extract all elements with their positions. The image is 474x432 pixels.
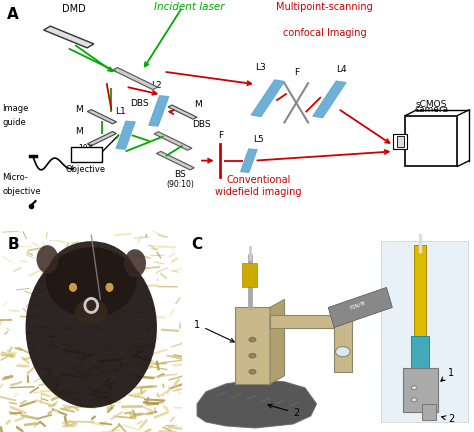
Text: guide: guide xyxy=(2,118,26,127)
Polygon shape xyxy=(149,96,169,126)
Text: L3: L3 xyxy=(255,64,266,73)
Bar xyxy=(393,134,407,149)
Text: Incident laser: Incident laser xyxy=(155,2,225,12)
Text: 1: 1 xyxy=(194,320,234,342)
Text: confocal Imaging: confocal Imaging xyxy=(283,28,366,38)
Text: L4: L4 xyxy=(336,65,346,73)
Polygon shape xyxy=(112,67,158,89)
Bar xyxy=(242,263,257,287)
Text: objective: objective xyxy=(2,187,41,196)
Text: DMD: DMD xyxy=(62,4,85,14)
Text: sCMOS: sCMOS xyxy=(416,101,447,109)
Text: L1: L1 xyxy=(116,108,126,116)
Text: F: F xyxy=(294,68,299,77)
Polygon shape xyxy=(44,26,94,48)
Polygon shape xyxy=(421,404,436,420)
Polygon shape xyxy=(328,287,392,327)
Text: M: M xyxy=(75,105,83,114)
Text: Conventional: Conventional xyxy=(226,175,291,184)
Polygon shape xyxy=(405,116,457,166)
Bar xyxy=(411,336,429,372)
Bar xyxy=(381,241,468,422)
Text: B: B xyxy=(7,237,19,252)
Polygon shape xyxy=(240,149,257,172)
Circle shape xyxy=(68,283,78,292)
Text: C: C xyxy=(191,237,202,252)
Text: camera: camera xyxy=(414,105,448,114)
Text: 2: 2 xyxy=(442,414,454,424)
Text: Multipoint-scanning: Multipoint-scanning xyxy=(276,2,373,12)
Circle shape xyxy=(249,369,256,374)
Text: F: F xyxy=(218,130,223,140)
Bar xyxy=(414,245,426,342)
Bar xyxy=(71,147,102,162)
Text: M: M xyxy=(75,127,83,136)
Polygon shape xyxy=(87,110,117,124)
Polygon shape xyxy=(313,81,346,118)
Circle shape xyxy=(411,386,417,390)
Polygon shape xyxy=(197,380,317,428)
Polygon shape xyxy=(168,105,197,119)
Circle shape xyxy=(249,353,256,358)
Bar xyxy=(402,368,438,412)
Text: 2: 2 xyxy=(268,404,300,418)
Text: M: M xyxy=(194,101,202,109)
Text: 10X: 10X xyxy=(78,144,93,153)
Polygon shape xyxy=(270,299,284,384)
Text: Objective: Objective xyxy=(65,165,105,174)
Circle shape xyxy=(411,398,417,402)
Polygon shape xyxy=(116,121,135,149)
Text: Image: Image xyxy=(2,104,29,113)
Text: (90:10): (90:10) xyxy=(166,180,194,189)
Bar xyxy=(397,136,404,147)
Ellipse shape xyxy=(36,245,58,273)
Text: L2: L2 xyxy=(151,81,162,90)
Text: DBS: DBS xyxy=(130,99,149,108)
Text: 1: 1 xyxy=(441,368,454,381)
Text: widefield imaging: widefield imaging xyxy=(215,187,301,197)
Polygon shape xyxy=(154,132,192,150)
Circle shape xyxy=(336,346,350,357)
Circle shape xyxy=(105,283,114,292)
Text: FON/M: FON/M xyxy=(349,300,366,311)
Polygon shape xyxy=(251,80,284,117)
Circle shape xyxy=(249,337,256,342)
Ellipse shape xyxy=(26,247,157,408)
Ellipse shape xyxy=(46,241,137,318)
Polygon shape xyxy=(235,308,270,384)
Text: L5: L5 xyxy=(253,135,264,144)
Text: BS: BS xyxy=(174,170,186,179)
Ellipse shape xyxy=(124,249,146,277)
Polygon shape xyxy=(156,151,194,170)
Text: A: A xyxy=(7,7,19,22)
Polygon shape xyxy=(270,315,352,327)
Text: DBS: DBS xyxy=(192,120,210,129)
Ellipse shape xyxy=(75,299,108,324)
Polygon shape xyxy=(87,132,117,146)
Polygon shape xyxy=(334,315,352,372)
Text: Micro-: Micro- xyxy=(2,173,28,182)
